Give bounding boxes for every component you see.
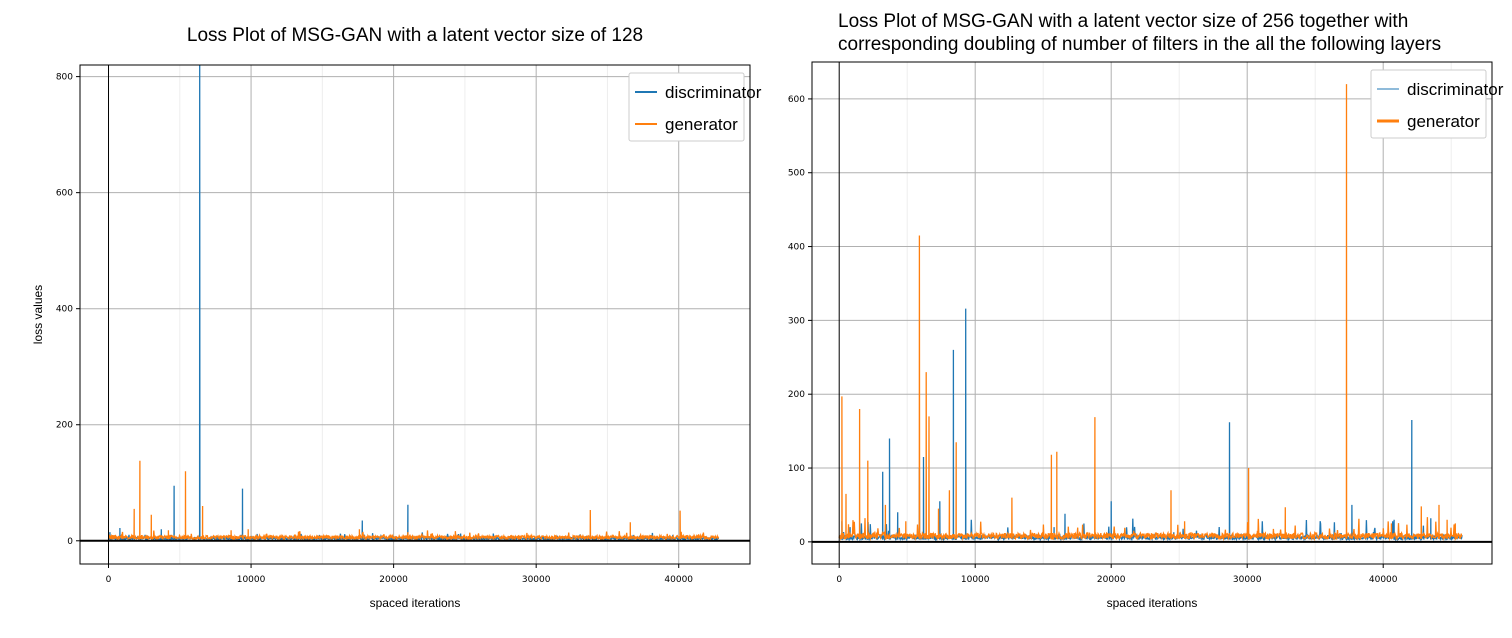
legend: discriminator generator (1370, 69, 1504, 139)
legend-label-generator: generator (1407, 112, 1480, 131)
y-tick-label: 300 (788, 316, 805, 326)
loss-chart-128: Loss Plot of MSG-GAN with a latent vecto… (31, 25, 762, 610)
legend-box (1370, 69, 1487, 139)
y-tick-label: 100 (788, 464, 805, 474)
loss-chart-256: Loss Plot of MSG-GAN with a latent vecto… (760, 0, 1512, 638)
series-line-generator (107, 460, 720, 542)
x-tick-label: 40000 (1369, 575, 1398, 585)
y-tick-label: 500 (788, 169, 805, 179)
x-tick-label: 0 (836, 575, 842, 585)
x-tick-label: 30000 (1233, 575, 1262, 585)
x-tick-label: 0 (106, 575, 112, 585)
chart-title: Loss Plot of MSG-GAN with a latent vecto… (186, 25, 644, 46)
x-axis-label: spaced iterations (1107, 596, 1198, 610)
y-tick-label: 400 (788, 243, 805, 253)
y-axis-label: loss values (31, 285, 45, 344)
legend-label-discriminator: discriminator (665, 83, 762, 102)
x-tick-label: 30000 (522, 575, 551, 585)
x-tick-label: 10000 (237, 575, 266, 585)
y-tick-label: 800 (56, 73, 73, 83)
x-tick-label: 20000 (1097, 575, 1126, 585)
y-tick-label: 200 (788, 390, 805, 400)
x-tick-label: 20000 (379, 575, 408, 585)
series-line-discriminator (838, 308, 1463, 543)
legend-label-discriminator: discriminator (1407, 80, 1504, 99)
x-tick-label: 10000 (961, 575, 990, 585)
plot-frame (811, 61, 1493, 565)
y-tick-label: 600 (788, 95, 805, 105)
legend: discriminator generator (628, 72, 762, 142)
legend-box (628, 72, 745, 142)
plot-frame (79, 64, 751, 565)
chart-plot-area: 0 100 200 300 400 500 600 0 10000 20000 30000 40000… (788, 61, 1504, 610)
chart-plot-area: 0 200 400 600 800 0 10000 20000 30000 40000 spaced… (31, 64, 762, 610)
series-line-discriminator (108, 64, 720, 543)
y-tick-label: 600 (56, 189, 73, 199)
legend-label-generator: generator (665, 115, 738, 134)
y-tick-label: 400 (56, 305, 73, 315)
x-axis-label: spaced iterations (370, 596, 461, 610)
y-tick-label: 200 (56, 421, 73, 431)
y-tick-label: 0 (799, 538, 805, 548)
series-line-generator (838, 84, 1463, 542)
chart-title: Loss Plot of MSG-GAN with a latent vecto… (838, 11, 1442, 55)
y-tick-label: 0 (67, 537, 73, 547)
x-tick-label: 40000 (664, 575, 693, 585)
